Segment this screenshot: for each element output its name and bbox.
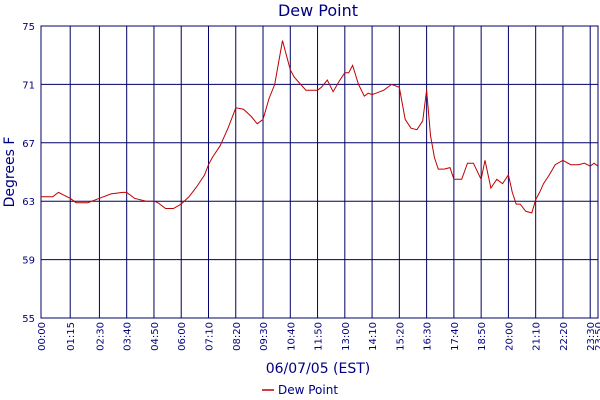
x-tick-label: 20:00 (504, 322, 515, 351)
x-tick-label: 21:10 (532, 322, 543, 351)
x-axis-ticks: 00:00 01:15 02:30 03:40 04:50 06:00 07:10 08:20… (37, 322, 600, 351)
legend-label: Dew Point (278, 383, 338, 397)
x-tick-label: 02:30 (95, 322, 106, 351)
chart-title: Dew Point (278, 1, 358, 20)
x-tick-label: 11:50 (314, 322, 325, 351)
x-tick-label: 15:20 (395, 322, 406, 351)
x-tick-label: 14:10 (368, 322, 379, 351)
x-tick-label: 07:10 (204, 322, 215, 351)
x-tick-label: 18:50 (477, 322, 488, 351)
x-tick-label: 23:30 (586, 322, 597, 351)
x-tick-label: 01:15 (66, 322, 77, 351)
legend: Dew Point (262, 383, 338, 397)
x-tick-label: 06:00 (177, 322, 188, 351)
x-tick-label: 09:30 (259, 322, 270, 351)
x-tick-label: 23:50 (594, 322, 600, 351)
x-tick-label: 10:40 (286, 322, 297, 351)
plot-frame (40, 25, 599, 319)
x-tick-label: 03:40 (123, 322, 134, 351)
plot-grid (40, 25, 599, 319)
x-tick-label: 04:50 (150, 322, 161, 351)
y-axis-label: Degrees F (2, 137, 18, 208)
x-axis-label: 06/07/05 (EST) (266, 361, 371, 377)
y-tick-label: 59 (22, 256, 35, 267)
x-tick-label: 16:30 (423, 322, 434, 351)
x-tick-label: 13:00 (341, 322, 352, 351)
x-tick-label: 00:00 (37, 322, 48, 351)
x-tick-label: 17:40 (450, 322, 461, 351)
y-tick-label: 63 (22, 197, 35, 208)
y-tick-label: 55 (22, 314, 35, 325)
y-tick-label: 75 (22, 22, 35, 33)
dew-point-series-line (41, 40, 599, 214)
x-tick-label: 08:20 (232, 322, 243, 351)
y-tick-label: 67 (22, 139, 35, 150)
x-tick-label: 22:20 (559, 322, 570, 351)
y-axis-ticks: 55 59 63 67 71 75 (22, 22, 35, 325)
y-tick-label: 71 (22, 80, 35, 91)
